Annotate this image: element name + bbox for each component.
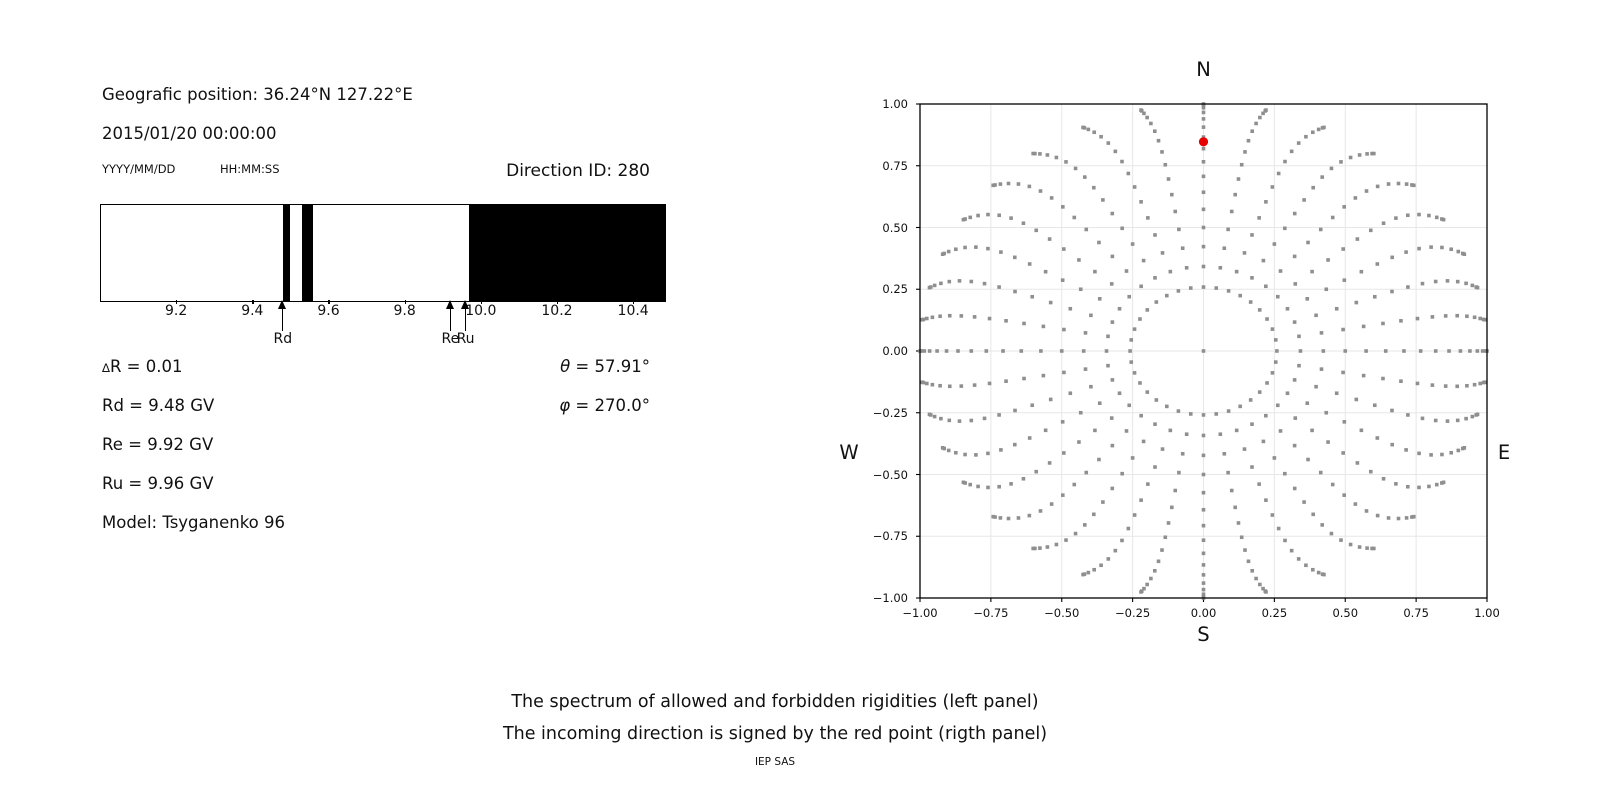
y-tick-label: 0.00: [882, 344, 908, 358]
spectrum-tick-label: 10.4: [617, 303, 649, 319]
cutoff-arrow-label: Re: [441, 331, 460, 347]
cutoff-arrow-stem: [282, 309, 284, 331]
y-tick-label: −0.75: [872, 529, 908, 544]
incoming-direction-plot: N S W E −1.00 −0.75 −0.50 −0.25 0.00 0.25 0.50…: [839, 58, 1510, 646]
caption-line-2: The incoming direction is signed by the …: [502, 724, 1048, 744]
cutoff-arrow-icon: [445, 300, 454, 309]
spectrum-tick-label: 10.0: [465, 303, 497, 319]
plot-border: [919, 103, 1488, 599]
delta-symbol: ∆: [102, 361, 110, 375]
spectrum-tick-mark: [252, 300, 254, 304]
spectrum-tick-mark: [633, 300, 635, 304]
rigidity-spectrum-box: [100, 204, 666, 302]
credit-text: IEP SAS: [754, 756, 796, 768]
spectrum-tick-mark: [480, 300, 482, 304]
x-tick-label: 0.75: [1403, 606, 1429, 620]
x-tick-label: −1.00: [902, 606, 938, 620]
y-tick-label: 1.00: [882, 97, 908, 111]
x-tick-label: 0.50: [1332, 606, 1359, 620]
greek-symbol: θ: [560, 357, 571, 376]
greek-symbol: φ: [559, 395, 571, 415]
cutoff-arrow-label: Ru: [456, 331, 475, 347]
stat-line-right: θ = 57.91°: [560, 357, 650, 376]
caption-block: The spectrum of allowed and forbidden ri…: [100, 686, 1450, 768]
cutoff-arrow-label: Rd: [273, 331, 293, 347]
cutoff-arrow-icon: [461, 300, 470, 309]
datetime-text: 2015/01/20 00:00:00: [102, 124, 277, 143]
geographic-position-text: Geografic position: 36.24°N 127.22°E: [102, 85, 413, 104]
spectrum-tick-label: 10.2: [541, 303, 573, 319]
x-tick-label: 1.00: [1474, 606, 1500, 620]
forbidden-band: [302, 205, 313, 301]
forbidden-band: [283, 205, 291, 301]
direction-scatter-svg: [916, 102, 1489, 602]
spectrum-tick-mark: [404, 300, 406, 304]
direction-id-text: Direction ID: 280: [506, 161, 650, 181]
compass-label-south: S: [1197, 623, 1210, 646]
y-tick-label: −0.50: [872, 467, 908, 482]
y-tick-label: 0.75: [882, 158, 908, 173]
caption-line-1: The spectrum of allowed and forbidden ri…: [511, 692, 1039, 712]
spectrum-tick-label: 9.2: [165, 303, 188, 319]
x-tick-label: −0.25: [1115, 606, 1151, 620]
spectrum-tick-mark: [556, 300, 559, 304]
cutoff-arrow-icon: [278, 300, 287, 309]
x-tick-label: −0.75: [973, 606, 1009, 620]
asymptotic-direction-dots: [918, 102, 1489, 600]
y-tick-label: 0.25: [882, 282, 908, 297]
compass-label-north: N: [1196, 58, 1211, 81]
incoming-direction-point: [1198, 137, 1209, 147]
compass-label-east: E: [1497, 441, 1511, 464]
date-format-hint: YYYY/MM/DD: [102, 162, 176, 176]
y-tick-label: 0.50: [882, 220, 908, 235]
stat-line-left: Ru = 9.96 GV: [102, 474, 214, 493]
stat-line-left: Model: Tsyganenko 96: [102, 513, 286, 532]
y-tick-label: −0.25: [872, 405, 908, 420]
spectrum-tick-label: 9.4: [241, 303, 264, 319]
cutoff-arrow-stem: [449, 309, 451, 331]
time-format-hint: HH:MM:SS: [220, 162, 280, 176]
stat-line-right: φ = 270.0°: [559, 395, 650, 415]
stat-line-left: Re = 9.92 GV: [102, 435, 214, 454]
cutoff-arrow-stem: [464, 309, 467, 331]
spectrum-tick-mark: [328, 300, 330, 304]
forbidden-band: [469, 205, 665, 301]
x-tick-label: 0.25: [1261, 606, 1288, 620]
spectrum-tick-mark: [176, 300, 178, 304]
x-tick-label: 0.00: [1190, 606, 1217, 620]
spectrum-tick-label: 9.8: [393, 303, 416, 319]
stat-line-left: ∆R = 0.01: [102, 357, 183, 376]
spectrum-tick-label: 9.6: [317, 303, 340, 319]
compass-label-west: W: [839, 441, 859, 464]
stat-line-left: Rd = 9.48 GV: [102, 396, 215, 415]
x-tick-label: −0.50: [1044, 606, 1080, 620]
y-tick-label: −1.00: [872, 591, 908, 605]
